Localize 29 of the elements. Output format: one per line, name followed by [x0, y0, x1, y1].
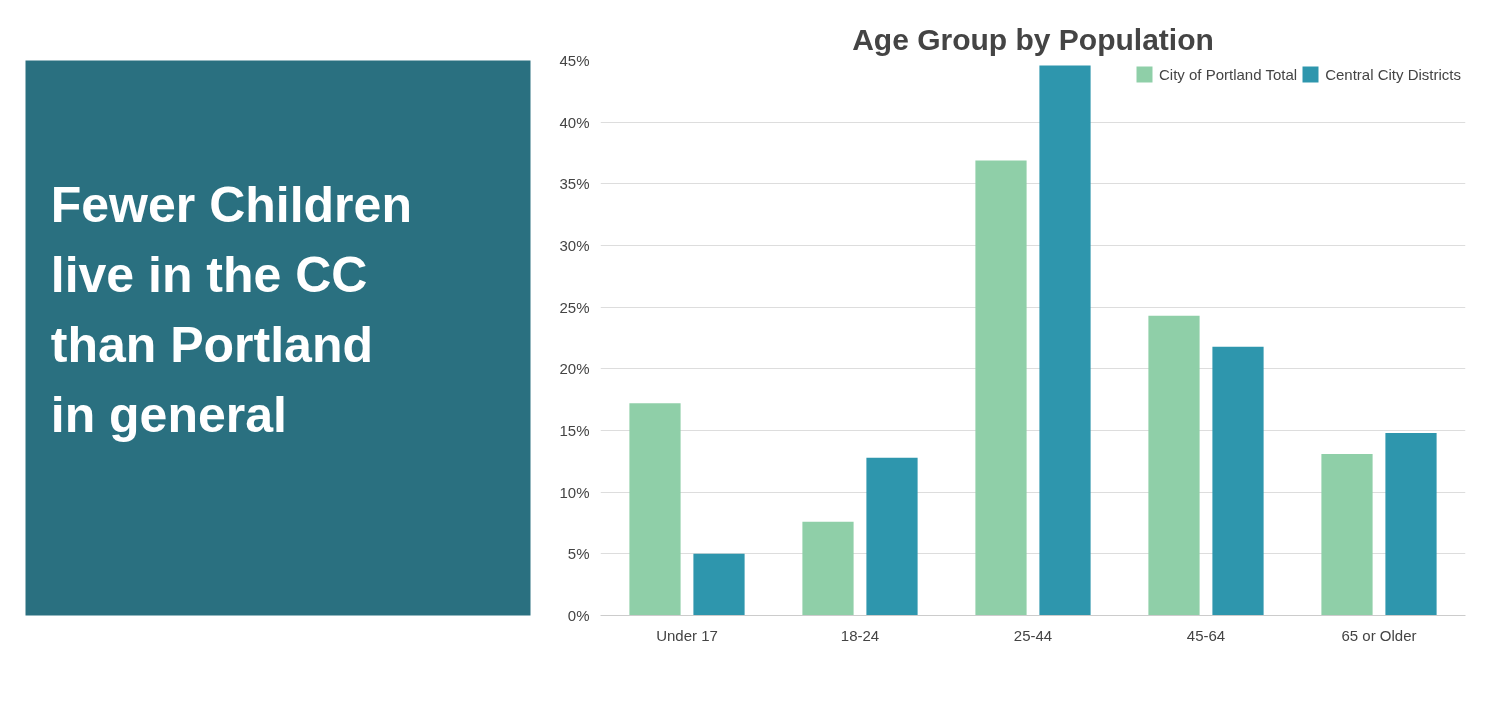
y-tick-label: 15% — [559, 422, 590, 439]
y-tick-label: 10% — [559, 483, 590, 501]
y-tick-label: 20% — [559, 360, 590, 378]
bar — [1321, 453, 1373, 616]
y-tick-label: 5% — [567, 545, 590, 563]
text: Fewer Children live in the CC than Portland in general — [50, 177, 412, 444]
legend-label: City of Portland Total — [1159, 65, 1298, 83]
y-tick-label: 35% — [559, 175, 590, 193]
bar — [693, 553, 745, 616]
bar — [975, 160, 1027, 616]
y-tick-label: 45% — [559, 52, 590, 69]
bar — [629, 403, 681, 616]
legend-label: Central City Districts — [1325, 65, 1461, 83]
y-tick-label: 25% — [559, 298, 590, 316]
bar — [802, 521, 854, 616]
bar — [1385, 432, 1437, 616]
bar — [1148, 315, 1200, 616]
x-tick-label: 18-24 — [840, 626, 880, 644]
y-tick-label: 0% — [567, 607, 590, 624]
bar — [1039, 65, 1091, 616]
x-tick-label: 65 or Older — [1341, 626, 1417, 644]
bar — [1212, 346, 1264, 616]
x-tick-label: 25-44 — [1013, 626, 1053, 644]
y-tick-label: 30% — [559, 237, 590, 254]
bar — [866, 457, 918, 616]
x-tick-label: Under 17 — [656, 626, 718, 644]
chart-title: Age Group by Population — [852, 22, 1214, 56]
y-tick-label: 40% — [559, 113, 590, 131]
x-tick-label: 45-64 — [1186, 626, 1226, 644]
